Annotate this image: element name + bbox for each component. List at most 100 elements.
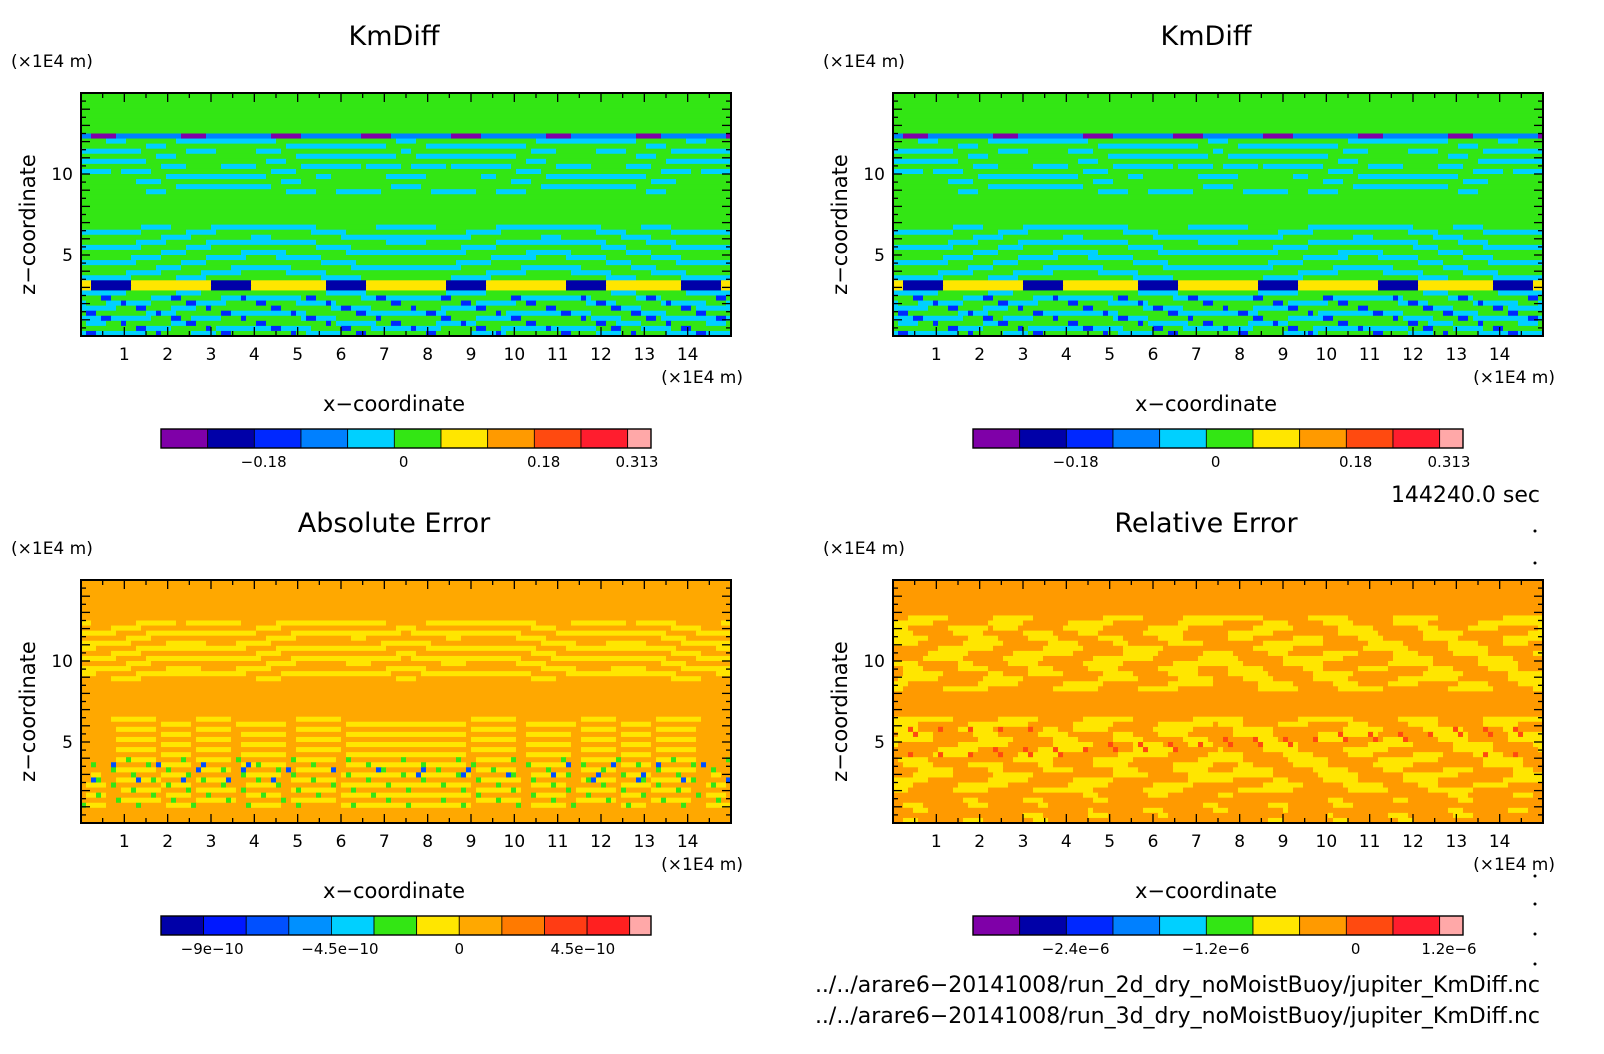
field-cell — [1068, 731, 1114, 738]
field-cell — [1343, 148, 1369, 155]
colorbar-swatch — [1112, 428, 1161, 449]
field-cell — [1098, 270, 1139, 276]
field-cell — [206, 275, 322, 281]
field-cell — [226, 777, 232, 784]
field-cell — [1213, 148, 1224, 155]
field-cell — [721, 280, 732, 286]
field-cell — [1433, 661, 1479, 667]
field-cell — [561, 310, 572, 317]
field-cell — [566, 255, 607, 261]
field-cell — [1263, 295, 1324, 302]
field-cell — [121, 787, 132, 794]
field-cell — [401, 300, 462, 307]
x-tick-label: 3 — [206, 345, 217, 365]
field-cell — [933, 300, 939, 307]
field-cell — [1448, 290, 1499, 297]
field-cell — [81, 285, 92, 292]
field-cell — [296, 330, 307, 337]
field-cell — [246, 767, 277, 773]
field-cell — [441, 661, 467, 667]
field-cell — [1453, 747, 1494, 753]
field-cell — [1148, 300, 1204, 307]
field-cell — [201, 777, 207, 784]
field-cell — [1518, 721, 1544, 728]
field-cell — [446, 290, 487, 297]
field-cell — [536, 645, 567, 652]
field-cell — [696, 726, 732, 733]
field-cell — [1273, 676, 1314, 682]
field-cell — [651, 731, 732, 738]
field-cell — [1538, 133, 1544, 140]
field-cell — [276, 255, 322, 261]
field-cell — [1478, 661, 1519, 667]
field-cell — [1228, 630, 1274, 637]
field-cell — [251, 762, 257, 768]
field-cell — [661, 762, 692, 768]
field-cell — [1258, 742, 1264, 748]
field-cell — [968, 762, 1004, 768]
field-cell — [1263, 163, 1324, 170]
field-cell — [893, 320, 899, 327]
field-cell — [1283, 330, 1309, 337]
colorbar-swatch — [416, 915, 460, 936]
field-cell — [156, 726, 197, 733]
field-cell — [933, 762, 969, 768]
field-cell — [191, 234, 252, 241]
field-cell — [1458, 676, 1509, 682]
field-cell — [893, 767, 919, 773]
field-cell — [913, 807, 929, 814]
field-cell — [366, 330, 427, 337]
field-cell — [671, 224, 732, 231]
field-cell — [923, 168, 934, 175]
field-cell — [893, 214, 1544, 221]
field-cell — [943, 752, 969, 758]
field-cell — [81, 229, 142, 236]
field-cell — [1308, 330, 1314, 337]
x-tick-label: 1 — [931, 832, 942, 852]
field-cell — [893, 661, 919, 667]
field-cell — [606, 300, 617, 307]
field-cell — [1098, 792, 1149, 799]
field-cell — [893, 123, 1544, 130]
field-cell — [571, 787, 577, 794]
field-cell — [988, 777, 1029, 784]
field-cell — [466, 762, 472, 768]
field-cell — [426, 762, 467, 768]
field-cell — [1273, 630, 1339, 637]
field-cell — [1468, 315, 1474, 322]
field-cell — [521, 787, 567, 794]
field-cell — [191, 787, 197, 794]
field-cell — [706, 792, 727, 799]
field-cell — [656, 747, 697, 753]
field-cell — [346, 661, 372, 667]
field-cell — [1298, 742, 1369, 748]
field-cell — [1478, 320, 1484, 327]
field-cell — [626, 772, 642, 779]
field-cell — [1488, 726, 1504, 733]
field-cell — [81, 630, 117, 637]
field-cell — [893, 204, 1544, 211]
field-cell — [1183, 325, 1224, 332]
field-cell — [716, 671, 732, 677]
y-tick-label: 10 — [863, 652, 885, 672]
field-cell — [371, 762, 422, 768]
field-cell — [1398, 315, 1404, 322]
field-cell — [1243, 676, 1274, 682]
field-cell — [1313, 229, 1409, 236]
field-cell — [943, 280, 1024, 286]
field-cell — [516, 747, 582, 753]
field-cell — [1288, 757, 1329, 763]
field-cell — [1448, 275, 1494, 281]
field-cell — [721, 772, 732, 779]
field-cell — [1033, 615, 1104, 622]
field-cell — [1333, 802, 1354, 809]
field-cell — [621, 234, 652, 241]
field-cell — [1208, 767, 1234, 773]
field-cell — [1358, 158, 1479, 165]
field-cell — [1453, 742, 1494, 748]
field-cell — [146, 655, 262, 662]
field-cell — [221, 310, 232, 317]
field-cell — [1308, 721, 1349, 728]
field-cell — [1518, 661, 1544, 667]
field-cell — [1258, 681, 1294, 687]
